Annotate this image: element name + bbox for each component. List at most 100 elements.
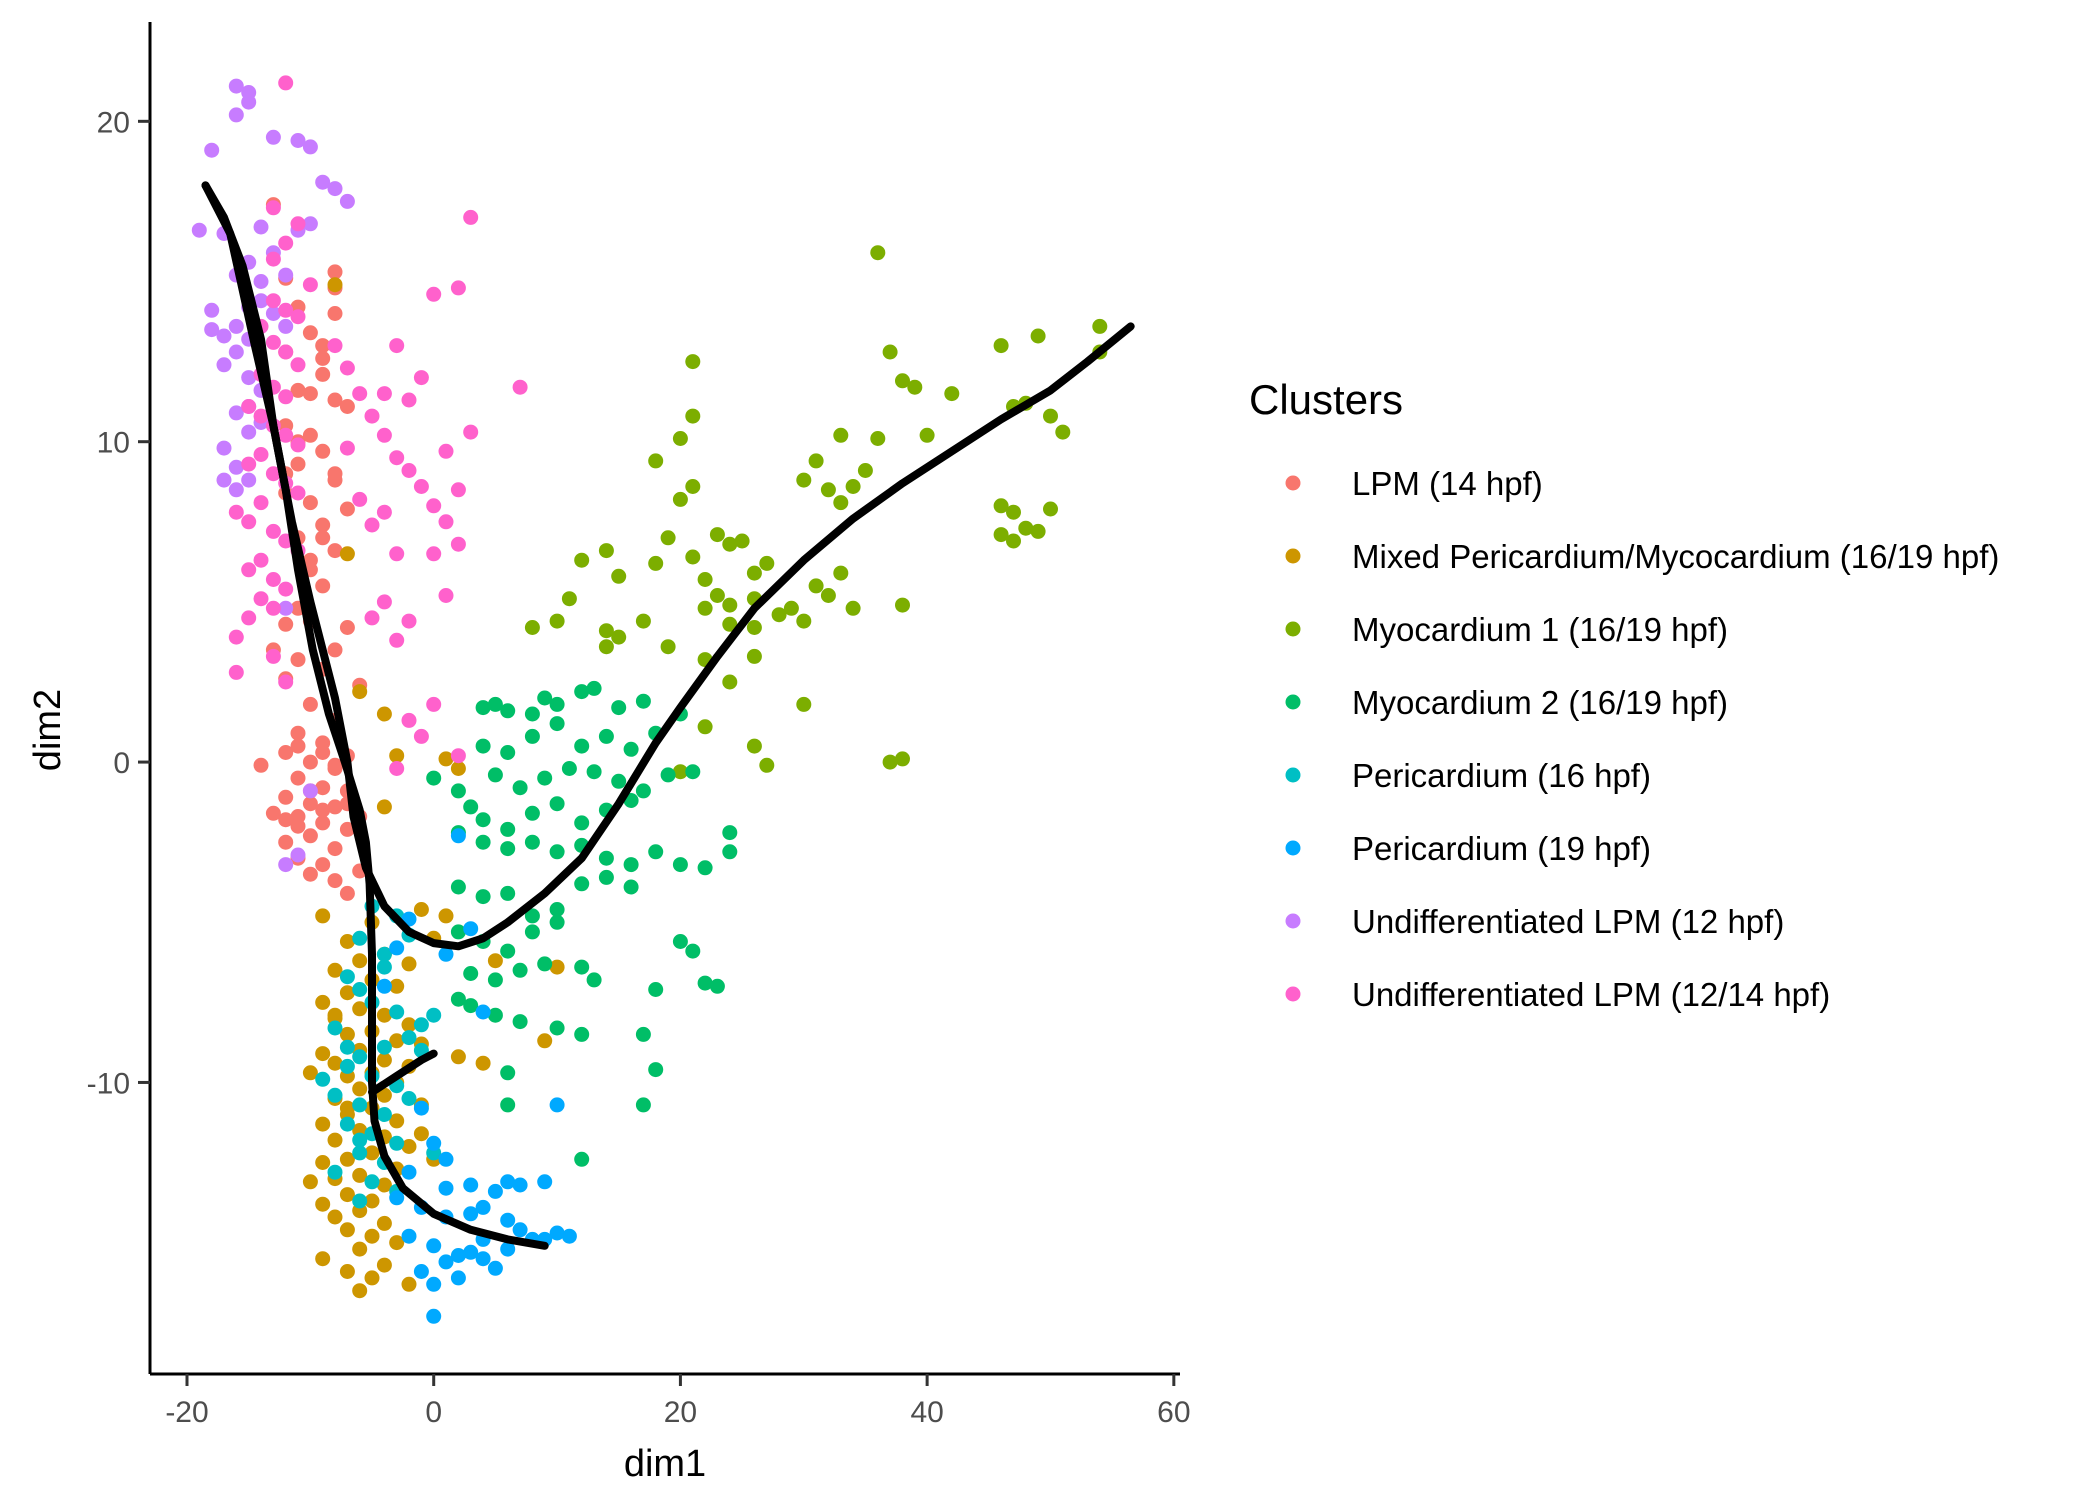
- data-point: [302, 696, 318, 712]
- data-point: [352, 684, 368, 700]
- data-point: [401, 1164, 417, 1180]
- data-point: [598, 869, 614, 885]
- data-point: [426, 696, 442, 712]
- data-point: [389, 761, 405, 776]
- data-point: [561, 761, 577, 776]
- data-point: [475, 1004, 491, 1020]
- data-point: [352, 953, 368, 969]
- data-point: [524, 908, 540, 924]
- legend-swatch: [1285, 475, 1301, 491]
- data-point: [500, 1065, 516, 1081]
- data-point: [500, 1241, 516, 1257]
- data-point: [339, 934, 355, 949]
- data-point: [450, 1248, 466, 1263]
- data-point: [475, 834, 491, 850]
- data-point: [302, 139, 318, 155]
- data-point: [413, 1017, 429, 1033]
- data-point: [463, 1244, 479, 1260]
- data-point: [648, 453, 664, 469]
- data-point: [944, 386, 960, 402]
- data-point: [327, 543, 343, 559]
- data-point: [290, 652, 306, 668]
- x-tick-label: 40: [910, 1396, 943, 1429]
- data-point: [253, 757, 269, 773]
- data-point: [241, 370, 257, 386]
- x-axis-title: dim1: [624, 1443, 706, 1485]
- legend-entry: LPM (14 hpf): [1285, 465, 1543, 502]
- data-point: [697, 572, 713, 587]
- data-point: [204, 302, 220, 318]
- legend-label: Pericardium (16 hpf): [1352, 757, 1651, 794]
- data-point: [228, 405, 244, 421]
- data-point: [376, 427, 392, 443]
- data-point: [438, 751, 454, 767]
- data-point: [722, 597, 738, 613]
- data-point: [352, 982, 368, 997]
- data-point: [352, 1049, 368, 1065]
- data-point: [290, 738, 306, 754]
- data-point: [352, 1001, 368, 1017]
- data-point: [697, 600, 713, 616]
- data-point: [339, 985, 355, 1001]
- data-point: [265, 648, 281, 664]
- data-point: [315, 517, 331, 533]
- data-point: [241, 472, 257, 488]
- data-point: [315, 994, 331, 1010]
- data-point: [882, 754, 898, 770]
- data-point: [364, 1174, 380, 1190]
- data-point: [265, 572, 281, 587]
- data-point: [290, 382, 306, 398]
- data-point: [426, 498, 442, 514]
- data-point: [537, 770, 553, 786]
- data-point: [586, 764, 602, 780]
- data-point: [278, 344, 294, 360]
- data-point: [524, 728, 540, 744]
- data-point: [315, 350, 331, 366]
- data-point: [463, 921, 479, 937]
- data-point: [389, 632, 405, 648]
- data-point: [352, 1167, 368, 1183]
- data-point: [524, 834, 540, 850]
- data-point: [302, 427, 318, 443]
- data-point: [339, 969, 355, 985]
- data-point: [463, 1206, 479, 1222]
- data-point: [302, 754, 318, 770]
- data-point: [722, 536, 738, 552]
- data-point: [413, 728, 429, 744]
- data-point: [376, 799, 392, 815]
- legend-entry: Undifferentiated LPM (12/14 hpf): [1285, 976, 1830, 1013]
- data-point: [401, 1017, 417, 1033]
- data-point: [463, 799, 479, 815]
- data-point: [709, 527, 725, 543]
- data-point: [302, 495, 318, 511]
- data-point: [376, 706, 392, 722]
- data-point: [413, 902, 429, 917]
- data-point: [648, 844, 664, 860]
- data-point: [364, 1193, 380, 1209]
- data-point: [722, 674, 738, 690]
- data-point: [574, 876, 590, 892]
- data-point: [352, 1145, 368, 1161]
- data-point: [302, 866, 318, 882]
- data-point: [315, 1196, 331, 1212]
- legend-swatch: [1285, 986, 1301, 1002]
- data-point: [364, 1270, 380, 1286]
- data-point: [228, 504, 244, 520]
- data-point: [389, 1033, 405, 1049]
- data-point: [315, 578, 331, 594]
- data-point: [241, 399, 257, 414]
- legend-swatch: [1285, 548, 1301, 564]
- data-point: [339, 440, 355, 456]
- data-point: [290, 818, 306, 834]
- data-point: [1018, 520, 1034, 536]
- data-point: [426, 1276, 442, 1292]
- data-point: [376, 1039, 392, 1055]
- data-point: [253, 408, 269, 424]
- data-point: [327, 466, 343, 482]
- data-point: [339, 399, 355, 414]
- data-point: [598, 728, 614, 744]
- data-point: [660, 639, 676, 655]
- data-point: [697, 975, 713, 991]
- data-point: [759, 757, 775, 773]
- data-point: [352, 1097, 368, 1113]
